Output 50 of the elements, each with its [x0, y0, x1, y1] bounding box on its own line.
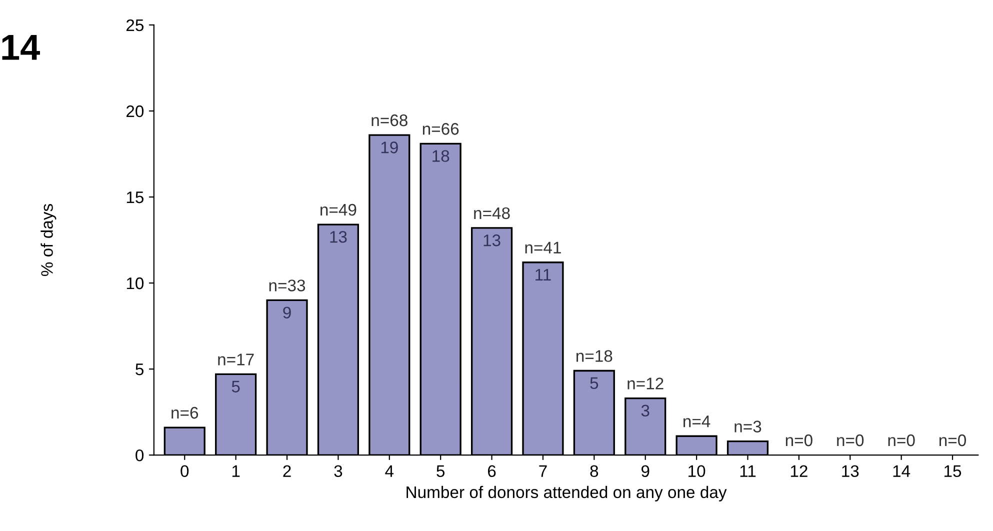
- y-tick-label: 5: [136, 364, 144, 376]
- x-tick-label: 10: [688, 465, 706, 478]
- annotation: n=0: [837, 434, 864, 446]
- y-axis-title: % of days: [40, 204, 56, 276]
- x-tick-label: 13: [842, 465, 859, 478]
- y-tick-label: 25: [126, 19, 144, 32]
- x-axis-title: Number of donors attended on any one day: [406, 486, 727, 502]
- annotation: n=0: [888, 434, 915, 446]
- x-tick-label: 8: [590, 465, 598, 478]
- data-label: 19: [381, 142, 398, 154]
- x-tick-label: 1: [232, 465, 240, 477]
- x-tick-label: 4: [385, 465, 394, 477]
- y-tick-label: 0: [136, 449, 144, 462]
- data-label: 5: [590, 377, 598, 390]
- x-tick-label: 14: [893, 465, 910, 477]
- x-tick-label: 11: [740, 465, 756, 477]
- data-label: 13: [484, 234, 500, 246]
- annotation: n=17: [218, 354, 254, 366]
- annotation: n=4: [684, 416, 710, 428]
- x-tick-label: 0: [180, 465, 189, 478]
- data-label: 11: [536, 269, 551, 280]
- x-tick-label: 15: [944, 465, 962, 478]
- annotation: n=0: [786, 434, 812, 446]
- annotation: n=33: [269, 280, 306, 292]
- annotation: n=18: [576, 350, 612, 362]
- y-tick-label: 15: [126, 192, 144, 204]
- x-tick-label: 3: [334, 465, 342, 478]
- data-label: 5: [232, 380, 240, 392]
- y-tick-label: 10: [126, 277, 144, 290]
- annotation: n=66: [422, 123, 459, 135]
- x-tick-label: 5: [436, 465, 445, 478]
- annotation: n=12: [628, 378, 664, 390]
- data-label: 9: [283, 306, 291, 318]
- data-label: 13: [330, 230, 347, 243]
- text: 14: [2, 34, 40, 60]
- annotation: n=49: [320, 204, 356, 216]
- x-tick-label: 7: [539, 465, 547, 477]
- annotation: n=48: [474, 207, 510, 220]
- annotation: n=41: [525, 242, 561, 254]
- data-label: 18: [432, 150, 450, 162]
- annotation: n=0: [939, 434, 966, 446]
- annotation: n=6: [172, 406, 198, 419]
- annotation: n=68: [372, 114, 408, 126]
- annotation: n=3: [734, 420, 762, 432]
- x-tick-label: 12: [790, 465, 808, 477]
- x-tick-label: 2: [283, 465, 291, 477]
- y-tick-label: 20: [126, 105, 144, 118]
- data-label: 3: [641, 404, 650, 417]
- x-tick-label: 6: [488, 465, 496, 478]
- x-tick-label: 9: [642, 465, 650, 478]
